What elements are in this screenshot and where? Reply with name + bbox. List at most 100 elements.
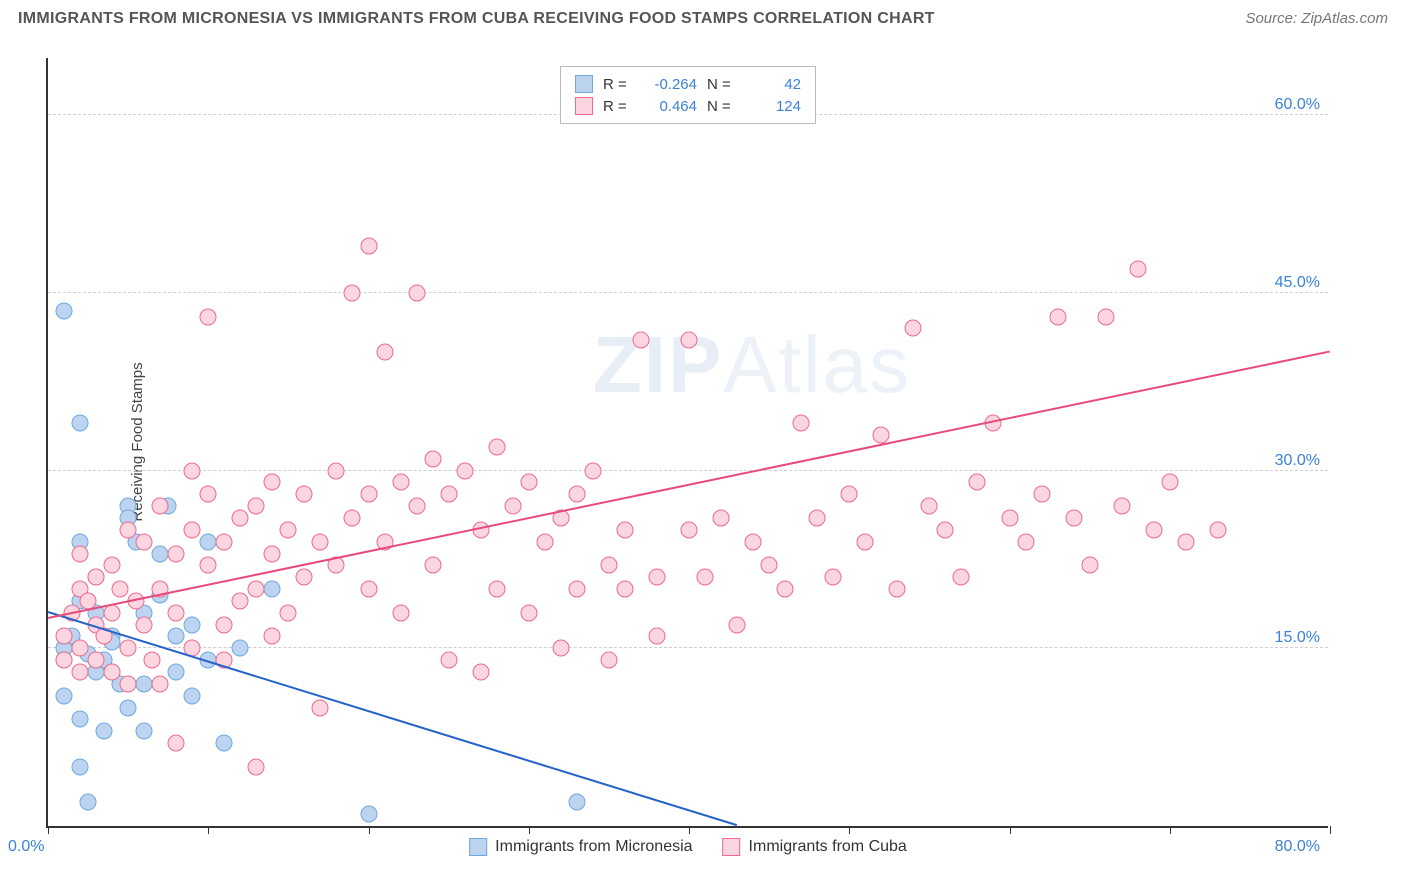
x-tick [1010, 826, 1011, 834]
scatter-point [232, 592, 249, 609]
y-tick-label: 15.0% [1275, 629, 1320, 647]
scatter-point [520, 474, 537, 491]
x-tick [1330, 826, 1331, 834]
scatter-point [873, 427, 890, 444]
y-tick-label: 45.0% [1275, 274, 1320, 292]
scatter-point [152, 498, 169, 515]
scatter-point [1097, 308, 1114, 325]
scatter-point [1113, 498, 1130, 515]
scatter-point [408, 498, 425, 515]
scatter-point [568, 581, 585, 598]
scatter-point [184, 521, 201, 538]
legend-r-value-cuba: 0.464 [641, 98, 697, 115]
scatter-point [889, 581, 906, 598]
scatter-point [488, 581, 505, 598]
scatter-point [136, 616, 153, 633]
scatter-point [104, 664, 121, 681]
x-tick [1170, 826, 1171, 834]
legend-item-cuba: Immigrants from Cuba [723, 838, 907, 856]
scatter-point [536, 533, 553, 550]
scatter-point [424, 450, 441, 467]
scatter-point [184, 616, 201, 633]
scatter-point [264, 581, 281, 598]
scatter-point [360, 806, 377, 823]
scatter-point [841, 486, 858, 503]
scatter-point [745, 533, 762, 550]
scatter-point [921, 498, 938, 515]
scatter-point [1129, 261, 1146, 278]
scatter-point [632, 332, 649, 349]
x-tick [529, 826, 530, 834]
scatter-point [1033, 486, 1050, 503]
scatter-point [857, 533, 874, 550]
x-tick [369, 826, 370, 834]
legend-swatch-cuba [575, 97, 593, 115]
scatter-point [120, 675, 137, 692]
scatter-point [200, 486, 217, 503]
scatter-point [616, 581, 633, 598]
scatter-point [296, 569, 313, 586]
scatter-point [392, 474, 409, 491]
legend-series: Immigrants from Micronesia Immigrants fr… [449, 838, 927, 856]
x-tick [689, 826, 690, 834]
scatter-point [264, 628, 281, 645]
scatter-point [72, 545, 89, 562]
scatter-point [152, 675, 169, 692]
scatter-point [777, 581, 794, 598]
scatter-point [440, 652, 457, 669]
scatter-point [937, 521, 954, 538]
chart-plot-area: ZIPAtlas Receiving Food Stamps 15.0%30.0… [46, 58, 1328, 828]
scatter-point [200, 533, 217, 550]
scatter-point [600, 652, 617, 669]
scatter-point [112, 581, 129, 598]
scatter-point [216, 735, 233, 752]
scatter-point [344, 284, 361, 301]
x-tick [849, 826, 850, 834]
scatter-point [456, 462, 473, 479]
scatter-point [168, 628, 185, 645]
scatter-point [136, 675, 153, 692]
legend-row-micronesia: R = -0.264 N = 42 [575, 73, 801, 95]
scatter-point [1049, 308, 1066, 325]
scatter-point [248, 498, 265, 515]
scatter-point [280, 604, 297, 621]
scatter-point [120, 699, 137, 716]
legend-n-label: N = [707, 76, 735, 93]
scatter-point [809, 510, 826, 527]
scatter-point [56, 687, 73, 704]
scatter-point [713, 510, 730, 527]
legend-r-value-micronesia: -0.264 [641, 76, 697, 93]
scatter-point [953, 569, 970, 586]
y-tick-label: 30.0% [1275, 452, 1320, 470]
scatter-point [296, 486, 313, 503]
scatter-point [80, 794, 97, 811]
scatter-point [905, 320, 922, 337]
scatter-point [280, 521, 297, 538]
legend-swatch-micronesia [575, 75, 593, 93]
scatter-point [408, 284, 425, 301]
scatter-point [648, 628, 665, 645]
scatter-point [360, 486, 377, 503]
x-tick-label: 80.0% [1275, 838, 1320, 856]
scatter-point [184, 687, 201, 704]
scatter-point [200, 308, 217, 325]
scatter-point [1001, 510, 1018, 527]
scatter-point [681, 521, 698, 538]
legend-n-label: N = [707, 98, 735, 115]
x-tick [208, 826, 209, 834]
scatter-point [264, 474, 281, 491]
scatter-point [729, 616, 746, 633]
legend-stats: R = -0.264 N = 42 R = 0.464 N = 124 [560, 66, 816, 124]
scatter-point [184, 462, 201, 479]
scatter-point [328, 462, 345, 479]
scatter-point [681, 332, 698, 349]
scatter-point [376, 344, 393, 361]
scatter-point [248, 758, 265, 775]
y-tick-label: 60.0% [1275, 96, 1320, 114]
watermark-thin: Atlas [723, 320, 911, 409]
scatter-point [232, 640, 249, 657]
scatter-point [168, 735, 185, 752]
scatter-point [88, 569, 105, 586]
scatter-point [344, 510, 361, 527]
scatter-point [616, 521, 633, 538]
